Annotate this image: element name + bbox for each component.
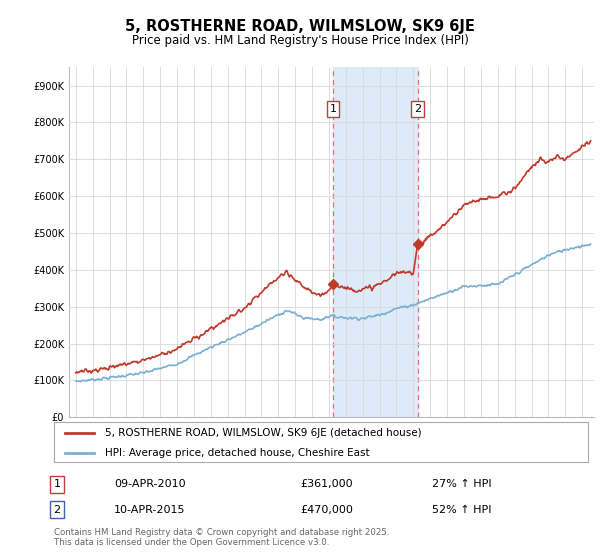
Text: 10-APR-2015: 10-APR-2015 <box>114 505 185 515</box>
Bar <box>333 67 418 417</box>
Text: 5, ROSTHERNE ROAD, WILMSLOW, SK9 6JE (detached house): 5, ROSTHERNE ROAD, WILMSLOW, SK9 6JE (de… <box>105 428 421 438</box>
Text: 09-APR-2010: 09-APR-2010 <box>114 479 185 489</box>
Text: 2: 2 <box>53 505 61 515</box>
Text: £361,000: £361,000 <box>300 479 353 489</box>
Text: Contains HM Land Registry data © Crown copyright and database right 2025.
This d: Contains HM Land Registry data © Crown c… <box>54 528 389 547</box>
Text: 5, ROSTHERNE ROAD, WILMSLOW, SK9 6JE: 5, ROSTHERNE ROAD, WILMSLOW, SK9 6JE <box>125 20 475 34</box>
Text: Price paid vs. HM Land Registry's House Price Index (HPI): Price paid vs. HM Land Registry's House … <box>131 34 469 47</box>
Text: £470,000: £470,000 <box>300 505 353 515</box>
Text: 1: 1 <box>53 479 61 489</box>
Text: HPI: Average price, detached house, Cheshire East: HPI: Average price, detached house, Ches… <box>105 448 370 458</box>
Text: 1: 1 <box>329 104 337 114</box>
Text: 27% ↑ HPI: 27% ↑ HPI <box>432 479 491 489</box>
Text: 2: 2 <box>414 104 421 114</box>
Text: 52% ↑ HPI: 52% ↑ HPI <box>432 505 491 515</box>
